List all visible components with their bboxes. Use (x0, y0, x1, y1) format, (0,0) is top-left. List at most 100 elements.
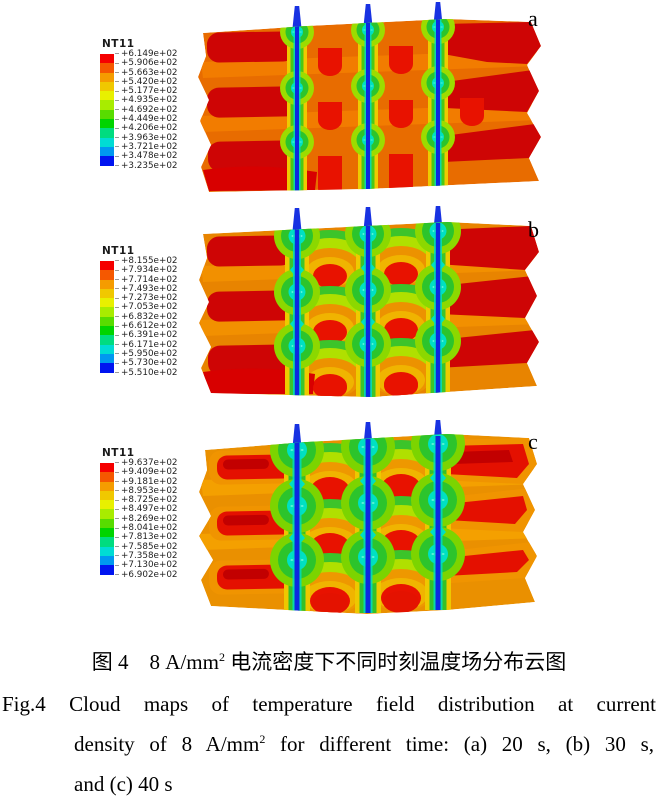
legend-tick-label: +5.510e+02 (115, 368, 178, 378)
legend-body: +9.637e+02 +9.409e+02 +9.181e+02 +8.953e+02… (100, 458, 192, 580)
legend-tick-label: +4.206e+02 (115, 123, 178, 133)
caption-zh-text: 图 4 8 A/mm (91, 650, 219, 674)
legend-colorbar (100, 261, 114, 373)
legend-tick-label: +5.420e+02 (115, 77, 178, 87)
legend-tick-label: +6.612e+02 (115, 321, 178, 331)
legend-color-swatch (100, 353, 114, 364)
caption-zh-text: 电流密度下不同时刻温度场分布云图 (224, 650, 567, 674)
legend-panel-a: NT11 +6.149e+02 +5.906e+02 +5.663e+02 +5.42… (100, 38, 192, 171)
legend-tick-label: +5.730e+02 (115, 358, 178, 368)
legend-tick-label: +8.953e+02 (115, 486, 178, 496)
caption-chinese: 图 4 8 A/mm2 电流密度下不同时刻温度场分布云图 (0, 646, 658, 676)
legend-color-swatch (100, 555, 114, 566)
legend-color-swatch (100, 146, 114, 157)
legend-color-swatch (100, 316, 114, 327)
legend-tick-label: +7.493e+02 (115, 284, 178, 294)
legend-color-swatch (100, 119, 114, 129)
plate-contours (199, 434, 537, 614)
legend-tick-labels: +8.155e+02 +7.934e+02 +7.714e+02 +7.493e+02… (115, 256, 178, 378)
legend-color-swatch (100, 546, 114, 556)
legend-tick-label: +4.449e+02 (115, 114, 178, 124)
superscript-2: 2 (259, 732, 266, 746)
legend-tick-label: +9.181e+02 (115, 477, 178, 487)
legend-tick-label: +6.149e+02 (115, 49, 178, 59)
legend-tick-label: +8.155e+02 (115, 256, 178, 266)
legend-colorbar (100, 54, 114, 166)
legend-tick-label: +5.663e+02 (115, 68, 178, 78)
legend-color-swatch (100, 528, 114, 538)
legend-color-swatch (100, 537, 114, 547)
legend-color-swatch (100, 81, 114, 92)
legend-tick-label: +3.235e+02 (115, 161, 178, 171)
plate-contours (198, 19, 541, 192)
legend-color-swatch (100, 91, 114, 101)
caption-english-line1: Fig.4 Cloud maps of temperature field di… (2, 692, 656, 716)
legend-color-swatch (100, 288, 114, 299)
panel-letter-b: b (528, 217, 539, 242)
cloud-map-a (198, 2, 541, 192)
legend-tick-labels: +6.149e+02 +5.906e+02 +5.663e+02 +5.420e+02… (115, 49, 178, 171)
caption-english-line3: and (c) 40 s (74, 772, 173, 796)
legend-panel-b: NT11 +8.155e+02 +7.934e+02 +7.714e+02 +7.49… (100, 245, 192, 378)
legend-color-swatch (100, 326, 114, 336)
legend-color-swatch (100, 54, 114, 64)
panel-letter-c: c (528, 429, 538, 454)
caption-en-text: for different time: (a) 20 s, (b) 30 s, (265, 732, 654, 756)
legend-color-swatch (100, 472, 114, 482)
legend-title: NT11 (102, 38, 135, 50)
legend-tick-label: +7.358e+02 (115, 551, 178, 561)
legend-color-swatch (100, 481, 114, 491)
legend-tick-label: +8.497e+02 (115, 504, 178, 514)
legend-tick-label: +6.902e+02 (115, 570, 178, 580)
legend-tick-label: +8.269e+02 (115, 514, 178, 524)
legend-color-swatch (100, 490, 114, 501)
legend-panel-c: NT11 +9.637e+02 +9.409e+02 +9.181e+02 +8.95… (100, 447, 192, 580)
legend-tick-labels: +9.637e+02 +9.409e+02 +9.181e+02 +8.953e+02… (115, 458, 178, 580)
legend-color-swatch (100, 463, 114, 473)
legend-color-swatch (100, 565, 114, 575)
legend-colorbar (100, 463, 114, 575)
legend-tick-label: +3.963e+02 (115, 133, 178, 143)
legend-title: NT11 (102, 245, 135, 257)
legend-tick-label: +7.934e+02 (115, 265, 178, 275)
legend-color-swatch (100, 509, 114, 519)
legend-color-swatch (100, 72, 114, 82)
legend-color-swatch (100, 363, 114, 373)
cloud-map-b (199, 206, 539, 397)
legend-color-swatch (100, 137, 114, 147)
legend-tick-label: +9.409e+02 (115, 467, 178, 477)
legend-tick-label: +5.177e+02 (115, 86, 178, 96)
legend-tick-label: +9.637e+02 (115, 458, 178, 468)
legend-color-swatch (100, 335, 114, 345)
legend-color-swatch (100, 344, 114, 354)
legend-color-swatch (100, 261, 114, 271)
legend-body: +6.149e+02 +5.906e+02 +5.663e+02 +5.420e+02… (100, 49, 192, 171)
legend-color-swatch (100, 109, 114, 120)
legend-color-swatch (100, 128, 114, 138)
legend-color-swatch (100, 279, 114, 289)
caption-en-text: density of 8 A/mm (74, 732, 260, 756)
legend-color-swatch (100, 156, 114, 166)
legend-tick-label: +4.935e+02 (115, 95, 178, 105)
legend-color-swatch (100, 500, 114, 510)
legend-tick-label: +4.692e+02 (115, 105, 178, 115)
panel-letter-a: a (528, 6, 538, 31)
cloud-map-c (199, 420, 537, 614)
legend-color-swatch (100, 63, 114, 73)
legend-tick-label: +7.273e+02 (115, 293, 178, 303)
legend-color-swatch (100, 518, 114, 529)
plate-contours (199, 222, 539, 397)
legend-tick-label: +8.725e+02 (115, 495, 178, 505)
legend-tick-label: +5.906e+02 (115, 58, 178, 68)
legend-tick-label: +7.130e+02 (115, 560, 178, 570)
legend-tick-label: +6.391e+02 (115, 330, 178, 340)
legend-tick-label: +7.585e+02 (115, 542, 178, 552)
legend-tick-label: +3.478e+02 (115, 151, 178, 161)
legend-tick-label: +7.053e+02 (115, 302, 178, 312)
legend-body: +8.155e+02 +7.934e+02 +7.714e+02 +7.493e+02… (100, 256, 192, 378)
legend-tick-label: +5.950e+02 (115, 349, 178, 359)
legend-tick-label: +6.832e+02 (115, 312, 178, 322)
legend-title: NT11 (102, 447, 135, 459)
legend-color-swatch (100, 307, 114, 317)
